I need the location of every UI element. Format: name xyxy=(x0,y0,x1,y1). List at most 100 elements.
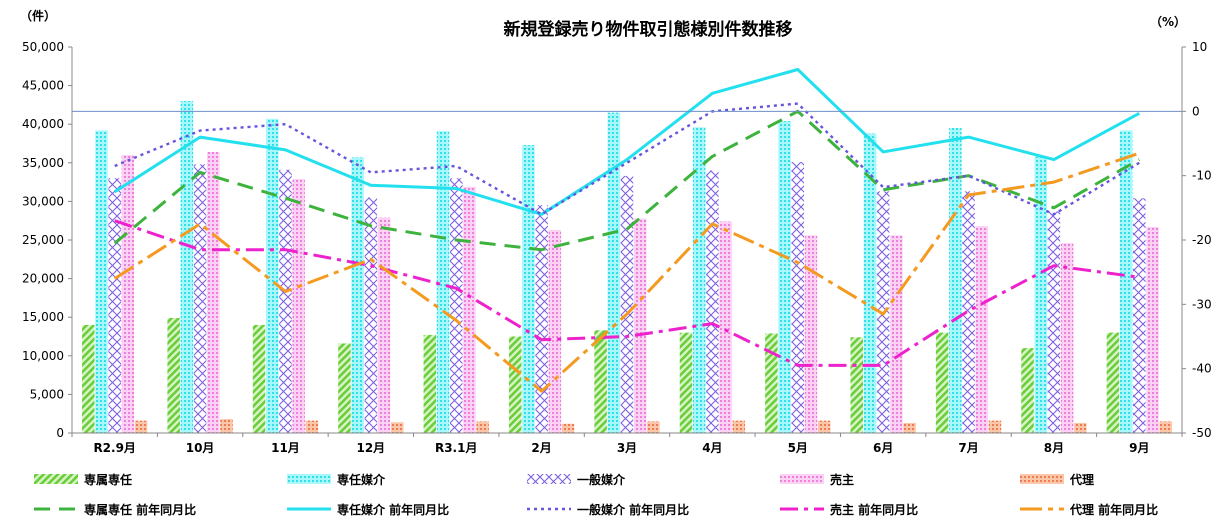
bar-1 xyxy=(351,157,364,433)
right-tick-label: -10 xyxy=(1192,169,1212,183)
bar-1 xyxy=(522,145,535,433)
left-axis-unit: （件） xyxy=(20,8,56,23)
bar-2 xyxy=(108,178,121,433)
bar-3 xyxy=(719,221,732,433)
bar-2 xyxy=(620,175,634,433)
legend-label: 代理 前年同月比 xyxy=(1069,502,1158,517)
bar-0 xyxy=(252,324,266,433)
x-tick-label: 8月 xyxy=(1044,441,1064,455)
left-tick-label: 15,000 xyxy=(22,310,64,324)
bar-4 xyxy=(732,420,746,433)
bar-4 xyxy=(647,421,660,433)
left-tick-label: 20,000 xyxy=(22,272,64,286)
right-axis-ticks: -50 -40 -30 -20 -10 0 10 xyxy=(1182,40,1212,440)
bar-4 xyxy=(817,420,831,433)
line-1 xyxy=(113,68,1141,216)
left-axis-ticks: 0 5,000 10,000 15,000 20,000 25,000 30,000 35,0… xyxy=(22,40,72,440)
bar-4 xyxy=(476,421,489,433)
right-tick-label: 10 xyxy=(1192,40,1207,54)
bar-4 xyxy=(134,420,148,433)
right-tick-label: -50 xyxy=(1192,426,1212,440)
bar-2 xyxy=(535,205,548,433)
bar-2 xyxy=(193,164,207,433)
legend-swatch-0 xyxy=(34,474,78,484)
x-tick-label: 2月 xyxy=(531,441,551,455)
bar-0 xyxy=(1021,348,1034,433)
line-0 xyxy=(113,109,1141,252)
line-3 xyxy=(114,219,1140,367)
bar-3 xyxy=(377,217,391,433)
bar-2 xyxy=(791,162,805,433)
line-4 xyxy=(113,151,1140,393)
right-tick-label: 0 xyxy=(1192,104,1200,118)
left-tick-label: 5,000 xyxy=(30,387,64,401)
bar-2 xyxy=(449,178,463,433)
x-tick-label: 9月 xyxy=(1129,441,1149,455)
bar-4 xyxy=(220,419,233,433)
bar-0 xyxy=(338,343,351,433)
bar-0 xyxy=(935,332,949,433)
bar-0 xyxy=(679,332,693,433)
lines-layer xyxy=(113,68,1141,393)
chart-title: 新規登録売り物件取引態様別件数推移 xyxy=(504,19,793,40)
bar-4 xyxy=(561,423,575,433)
legend-label: 専任媒介 xyxy=(337,472,386,487)
bar-3 xyxy=(463,186,476,433)
legend-label: 専属専任 xyxy=(84,472,132,487)
bar-2 xyxy=(1133,198,1146,433)
left-tick-label: 35,000 xyxy=(22,156,64,170)
legend-label: 一般媒介 前年同月比 xyxy=(577,502,689,517)
bar-2 xyxy=(1047,211,1061,433)
bar-0 xyxy=(850,337,864,433)
bar-0 xyxy=(508,336,522,433)
left-tick-label: 0 xyxy=(56,426,64,440)
x-axis-labels: R2.9月 10月 11月 12月 R3.1月 2月 3月 4月 5月 6月 7月 8月 9月 xyxy=(93,441,1149,455)
x-tick-label: R3.1月 xyxy=(435,441,478,455)
bar-4 xyxy=(1074,422,1087,433)
bar-3 xyxy=(890,235,903,433)
bar-0 xyxy=(594,330,607,433)
bar-4 xyxy=(903,422,916,433)
x-tick-label: 11月 xyxy=(271,441,300,455)
bars-layer xyxy=(82,101,1172,434)
bar-1 xyxy=(266,118,279,434)
legend-swatch-3 xyxy=(780,474,824,484)
bar-1 xyxy=(949,128,962,433)
bar-4 xyxy=(305,420,319,433)
left-tick-label: 45,000 xyxy=(22,79,64,93)
bar-2 xyxy=(364,197,378,433)
x-tick-label: 4月 xyxy=(702,441,722,455)
bar-1 xyxy=(1119,130,1133,433)
right-tick-label: -20 xyxy=(1192,233,1212,247)
left-tick-label: 50,000 xyxy=(22,40,64,54)
legend-label: 代理 xyxy=(1069,472,1094,487)
bar-1 xyxy=(778,121,791,433)
bar-3 xyxy=(1060,243,1074,433)
bar-1 xyxy=(436,131,450,433)
legend-swatch-1 xyxy=(287,474,331,484)
left-tick-label: 10,000 xyxy=(22,349,64,363)
legend-label: 専属専任 前年同月比 xyxy=(84,502,196,517)
bar-4 xyxy=(1159,421,1172,433)
bar-1 xyxy=(863,133,877,434)
bar-2 xyxy=(706,170,719,433)
right-axis-unit: （%） xyxy=(1150,14,1186,29)
bar-3 xyxy=(633,218,647,433)
left-tick-label: 25,000 xyxy=(22,233,64,247)
legend-swatch-2 xyxy=(527,474,571,484)
legend-label: 売主 xyxy=(830,472,854,487)
x-tick-label: 3月 xyxy=(617,441,637,455)
bar-1 xyxy=(180,101,194,433)
bar-2 xyxy=(962,191,975,433)
bar-0 xyxy=(167,317,180,433)
bar-3 xyxy=(804,235,818,433)
left-tick-label: 30,000 xyxy=(22,194,64,208)
left-tick-label: 40,000 xyxy=(22,117,64,131)
bar-4 xyxy=(988,420,1002,433)
axes-layer xyxy=(71,47,1183,437)
legend-label: 専任媒介 前年同月比 xyxy=(337,502,449,517)
legend-label: 売主 前年同月比 xyxy=(830,502,918,517)
legend-swatch-4 xyxy=(1020,474,1064,484)
x-tick-label: 10月 xyxy=(186,441,215,455)
